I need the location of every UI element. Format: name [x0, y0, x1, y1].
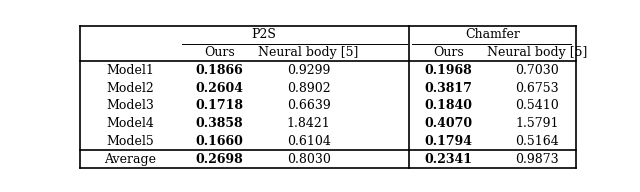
- Text: 0.1794: 0.1794: [424, 135, 472, 148]
- Text: Neural body [5]: Neural body [5]: [259, 46, 359, 59]
- Text: Model5: Model5: [106, 135, 154, 148]
- Text: Ours: Ours: [433, 46, 463, 59]
- Text: 1.5791: 1.5791: [515, 117, 559, 130]
- Text: 0.2604: 0.2604: [195, 82, 243, 95]
- Text: 0.2341: 0.2341: [424, 153, 472, 166]
- Text: Model1: Model1: [106, 64, 154, 77]
- Text: 0.8030: 0.8030: [287, 153, 331, 166]
- Text: 0.6753: 0.6753: [515, 82, 559, 95]
- Text: Average: Average: [104, 153, 156, 166]
- Text: 0.1718: 0.1718: [195, 99, 243, 112]
- Text: 0.7030: 0.7030: [515, 64, 559, 77]
- Text: 0.1840: 0.1840: [424, 99, 472, 112]
- Text: 1.8421: 1.8421: [287, 117, 330, 130]
- Text: Model2: Model2: [106, 82, 154, 95]
- Text: 0.3858: 0.3858: [196, 117, 243, 130]
- Text: 0.6639: 0.6639: [287, 99, 330, 112]
- Text: 0.5410: 0.5410: [515, 99, 559, 112]
- Text: 0.8902: 0.8902: [287, 82, 330, 95]
- Text: 0.1866: 0.1866: [196, 64, 243, 77]
- Text: Neural body [5]: Neural body [5]: [487, 46, 588, 59]
- Text: Model3: Model3: [106, 99, 154, 112]
- Text: 0.3817: 0.3817: [424, 82, 472, 95]
- Text: 0.9299: 0.9299: [287, 64, 330, 77]
- Text: Ours: Ours: [204, 46, 235, 59]
- Text: 0.4070: 0.4070: [424, 117, 472, 130]
- Text: 0.9873: 0.9873: [515, 153, 559, 166]
- Text: 0.2698: 0.2698: [196, 153, 243, 166]
- Text: 0.1968: 0.1968: [424, 64, 472, 77]
- Text: 0.1660: 0.1660: [196, 135, 243, 148]
- Text: 0.5164: 0.5164: [515, 135, 559, 148]
- Text: P2S: P2S: [252, 28, 276, 41]
- Text: Chamfer: Chamfer: [465, 28, 520, 41]
- Text: Model4: Model4: [106, 117, 154, 130]
- Text: 0.6104: 0.6104: [287, 135, 331, 148]
